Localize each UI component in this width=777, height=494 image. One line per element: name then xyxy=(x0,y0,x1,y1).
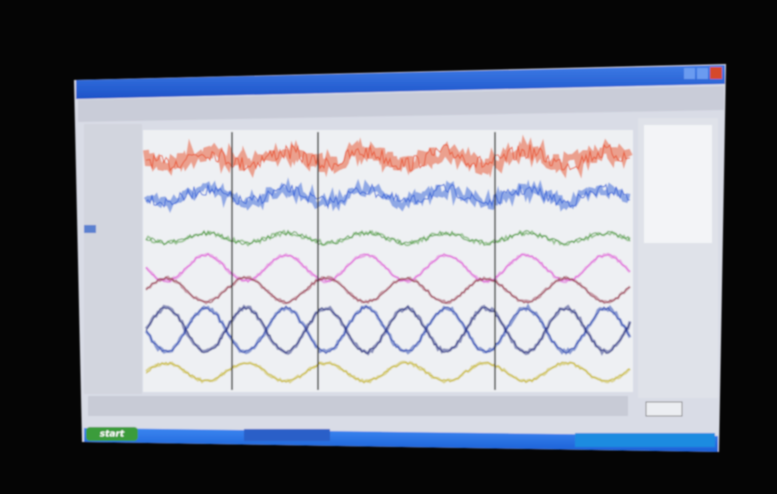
taskbar-item[interactable] xyxy=(244,429,330,441)
close-button[interactable] xyxy=(710,67,722,79)
page: start (() => { const data = JSON.parse(d… xyxy=(0,0,777,494)
monitor-screen: start xyxy=(74,64,726,452)
status-area xyxy=(88,396,628,416)
readout-box xyxy=(644,125,712,243)
start-label[interactable]: start xyxy=(100,430,125,440)
photo: start xyxy=(0,0,777,494)
button[interactable] xyxy=(646,402,682,416)
maximize-button[interactable] xyxy=(697,68,708,79)
left-panel xyxy=(84,124,142,394)
channel-indicator xyxy=(84,225,96,233)
minimize-button[interactable] xyxy=(684,68,695,79)
system-tray xyxy=(575,433,715,447)
